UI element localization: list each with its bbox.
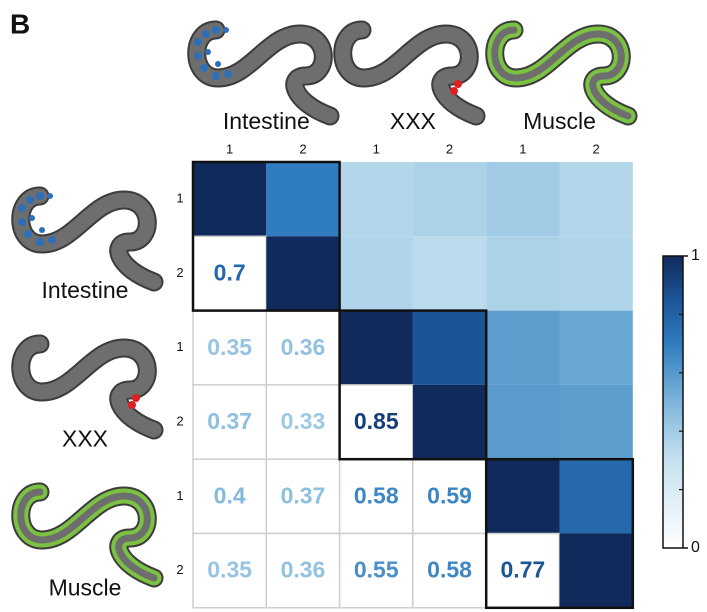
worm-icon — [194, 26, 330, 116]
heatmap-cell — [559, 310, 633, 385]
value-label: 0.33 — [281, 408, 326, 434]
heatmap-cell — [412, 384, 487, 460]
column-label: 2 — [446, 141, 453, 156]
row-label: 2 — [176, 265, 183, 280]
row-label: 2 — [176, 413, 183, 428]
heatmap-cell — [412, 236, 487, 311]
value-label: 0.37 — [207, 408, 252, 434]
colorbar-tick-label: 1 — [691, 247, 700, 264]
colorbar — [662, 255, 684, 549]
value-label: 0.85 — [354, 408, 399, 434]
row-label: 1 — [176, 191, 183, 206]
heatmap-cell — [339, 310, 413, 385]
heatmap-cell — [266, 162, 340, 237]
column-group-label: Muscle — [523, 108, 596, 134]
heatmap-cell — [559, 533, 633, 608]
value-label: 0.7 — [214, 260, 246, 286]
heatmap-cell — [559, 162, 633, 237]
column-label: 1 — [519, 141, 526, 156]
heatmap-cell — [486, 236, 560, 311]
heatmap-cell — [412, 162, 487, 237]
column-label: 2 — [593, 141, 600, 156]
heatmap-cell — [192, 235, 268, 312]
heatmap-cell — [193, 162, 267, 237]
heatmap-cell — [486, 384, 560, 460]
row-group-label: Intestine — [42, 277, 129, 303]
heatmap-cell — [559, 384, 633, 460]
heatmap-cell — [192, 309, 268, 386]
column-label: 1 — [226, 141, 233, 156]
value-label: 0.55 — [354, 557, 399, 583]
row-label: 1 — [176, 488, 183, 503]
row-group-label: XXX — [62, 426, 108, 452]
value-label: 0.77 — [500, 557, 545, 583]
value-label: 0.59 — [427, 482, 472, 508]
column-group-label: Intestine — [223, 108, 310, 134]
colorbar-tick-label: 0 — [691, 539, 700, 556]
heatmap-cell — [486, 162, 560, 237]
worm-icon — [21, 492, 154, 578]
panel-label: B — [10, 8, 30, 39]
column-label: 1 — [373, 141, 380, 156]
heatmap-cell — [486, 459, 560, 534]
heatmap-cell — [559, 236, 633, 311]
group-outline — [338, 309, 488, 461]
heatmap-cell — [486, 310, 560, 385]
heatmap-cell — [339, 236, 413, 311]
row-label: 1 — [176, 339, 183, 354]
group-outline — [191, 160, 341, 312]
heatmap-cell — [412, 532, 487, 609]
column-group-label: XXX — [390, 108, 436, 134]
value-label: 0.36 — [281, 557, 326, 583]
worm-icon — [21, 344, 154, 430]
row-group-label: Muscle — [49, 574, 122, 600]
heatmap-cell — [412, 458, 487, 535]
heatmap-cell — [338, 532, 414, 609]
heatmap-cell — [266, 236, 340, 311]
group-outline — [484, 457, 635, 610]
value-label: 0.58 — [427, 557, 472, 583]
heatmap-cell — [339, 162, 413, 237]
value-label: 0.4 — [214, 482, 246, 508]
value-label: 0.35 — [207, 557, 252, 583]
worm-icon — [343, 30, 476, 116]
worm-icon — [495, 30, 628, 116]
row-label: 2 — [176, 562, 183, 577]
heatmap-cell — [412, 310, 487, 385]
value-label: 0.58 — [354, 482, 399, 508]
heatmap-cell — [265, 532, 341, 609]
value-label: 0.37 — [281, 482, 326, 508]
heatmap-cell — [265, 458, 341, 535]
column-label: 2 — [299, 141, 306, 156]
heatmap-cell — [559, 459, 633, 534]
worm-icon — [18, 192, 154, 282]
value-label: 0.35 — [207, 334, 252, 360]
value-label: 0.36 — [281, 334, 326, 360]
